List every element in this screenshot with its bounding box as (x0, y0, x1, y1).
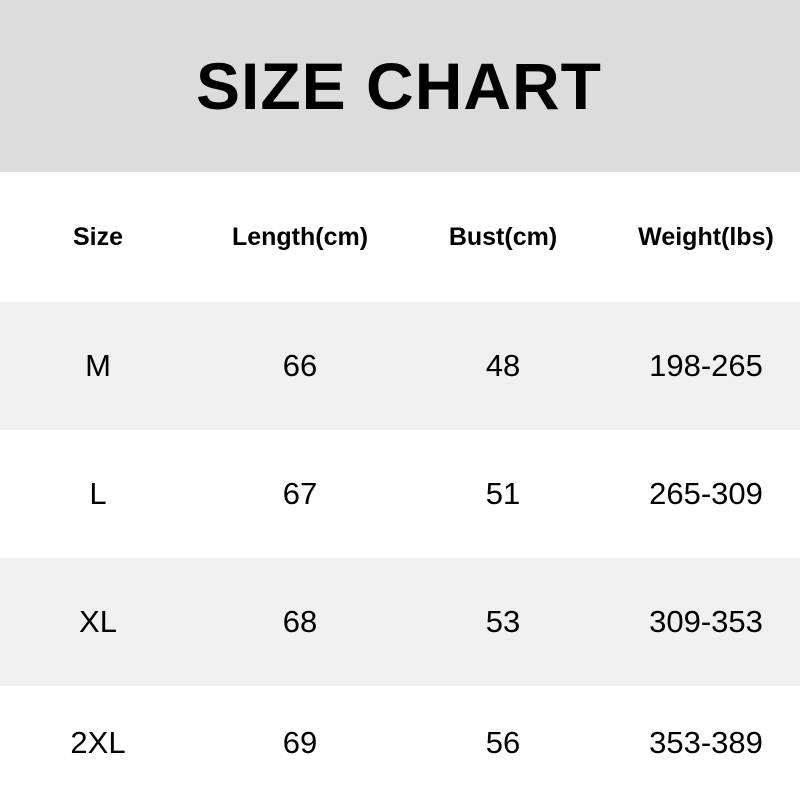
table-header: Size Length(cm) Bust(cm) Weight(lbs) (0, 172, 800, 302)
column-header-length: Length(cm) (231, 222, 369, 251)
size-cell: M (85, 348, 111, 383)
column-header-size: Size (72, 222, 124, 251)
length-cell: 68 (282, 604, 318, 639)
table-row: M 66 48 198-265 (0, 302, 800, 430)
size-cell: XL (79, 604, 117, 639)
column-header-weight: Weight(lbs) (638, 222, 774, 251)
bust-cell: 56 (485, 725, 521, 760)
size-cell: 2XL (70, 725, 126, 760)
bust-cell: 53 (485, 604, 521, 639)
weight-cell: 353-389 (649, 725, 763, 760)
weight-cell: 198-265 (649, 348, 763, 383)
length-cell: 69 (282, 725, 318, 760)
page-title: SIZE CHART (196, 49, 602, 123)
bust-cell: 51 (485, 476, 521, 511)
title-band: SIZE CHART (0, 0, 800, 172)
column-header-bust: Bust(cm) (448, 222, 558, 251)
table-row: L 67 51 265-309 (0, 430, 800, 558)
size-cell: L (89, 476, 107, 511)
table-row: XL 68 53 309-353 (0, 558, 800, 686)
weight-cell: 265-309 (649, 476, 763, 511)
length-cell: 67 (282, 476, 318, 511)
bust-cell: 48 (485, 348, 521, 383)
weight-cell: 309-353 (649, 604, 763, 639)
size-table: Size Length(cm) Bust(cm) Weight(lbs) M 6… (0, 172, 800, 800)
length-cell: 66 (282, 348, 318, 383)
table-row: 2XL 69 56 353-389 (0, 686, 800, 800)
